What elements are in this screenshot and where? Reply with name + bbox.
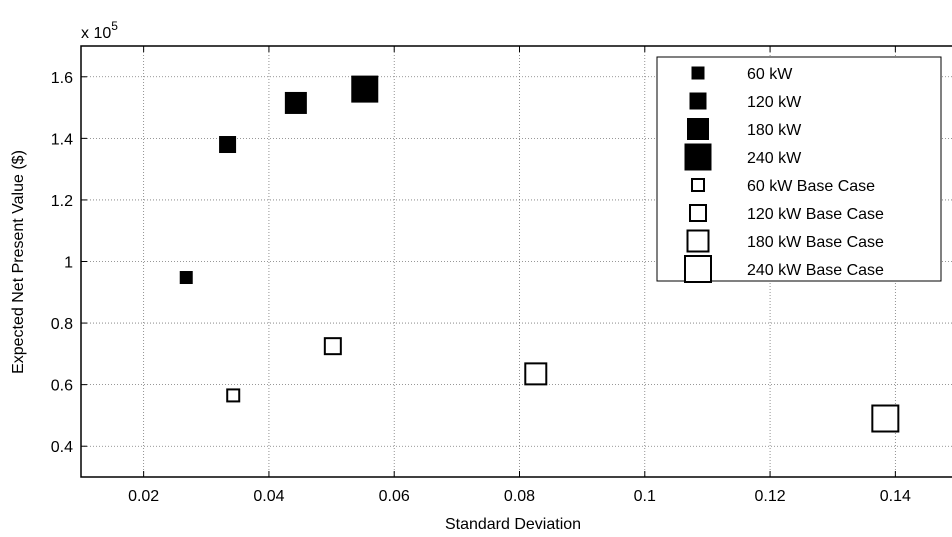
legend-marker: [684, 143, 712, 171]
x-tick-label: 0.06: [379, 488, 410, 505]
x-tick-label: 0.1: [634, 488, 656, 505]
data-point: [226, 388, 241, 403]
x-tick-label: 0.08: [504, 488, 535, 505]
data-point: [284, 91, 307, 114]
y-tick-label: 1.6: [51, 70, 73, 87]
legend-label: 120 kW: [747, 94, 802, 111]
legend-label: 60 kW Base Case: [747, 178, 875, 195]
legend-marker: [689, 92, 707, 110]
data-markers: [179, 75, 900, 433]
legend: 60 kW 120 kW 180 kW 240 kW 60 kW Base Case 12…: [656, 56, 942, 283]
legend-label: 120 kW Base Case: [747, 206, 884, 223]
legend-marker: [684, 255, 712, 283]
legend-marker: [687, 118, 709, 140]
x-tick-label: 0.12: [755, 488, 786, 505]
axis-ticks: [81, 46, 896, 477]
x-tick-label: 0.02: [128, 488, 159, 505]
x-tick-label: 0.04: [253, 488, 284, 505]
y-tick-label: 0.8: [51, 316, 73, 333]
legend-label: 180 kW Base Case: [747, 234, 884, 251]
x-tick-label: 0.14: [880, 488, 911, 505]
legend-label: 60 kW: [747, 66, 793, 83]
legend-items: 60 kW 120 kW 180 kW 240 kW 60 kW Base Case 12…: [684, 66, 884, 283]
data-point: [179, 271, 193, 285]
data-point: [323, 337, 342, 356]
data-point: [219, 136, 237, 154]
y-tick-label: 0.6: [51, 378, 73, 395]
data-point: [871, 404, 900, 433]
y-tick-label: 1.4: [51, 131, 73, 148]
legend-marker: [689, 204, 707, 222]
legend-marker: [686, 229, 710, 253]
legend-label: 240 kW Base Case: [747, 262, 884, 279]
y-tick-label: 0.4: [51, 439, 73, 456]
legend-marker: [691, 66, 705, 80]
y-axis-label: Expected Net Present Value ($): [10, 150, 27, 374]
y-tick-label: 1.2: [51, 193, 73, 210]
y-exponent-base: x 10: [81, 25, 111, 42]
legend-label: 180 kW: [747, 122, 802, 139]
x-axis-label: Standard Deviation: [445, 516, 581, 533]
y-tick-label: 1: [64, 255, 73, 272]
legend-marker: [691, 178, 705, 192]
legend-label: 240 kW: [747, 150, 802, 167]
data-point: [351, 75, 379, 103]
data-point: [524, 362, 548, 386]
tick-labels: 0.02 0.04 0.06 0.08 0.1 0.12 0.14 0.4 0.6 0.8 1 1.2…: [51, 70, 911, 505]
grid-lines: [81, 46, 952, 477]
y-exponent-power: 5: [111, 19, 118, 33]
y-exponent-label: x 105: [81, 19, 118, 42]
